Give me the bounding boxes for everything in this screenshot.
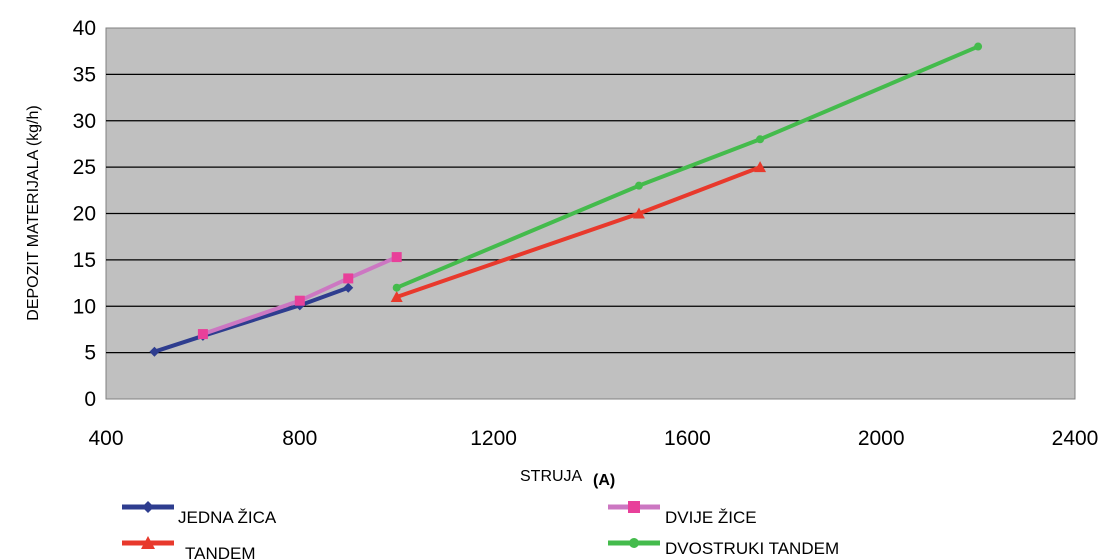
data-point (634, 181, 643, 190)
series-line (153, 285, 349, 354)
data-point (149, 346, 160, 357)
data-point (632, 207, 645, 219)
x-tick-labels: 400 800 1200 1600 2000 2400 (88, 427, 1098, 450)
y-tick-label: 40 (73, 17, 96, 40)
data-point (628, 501, 640, 513)
y-tick-label: 5 (84, 342, 96, 365)
x-tick-label: 1600 (664, 427, 711, 450)
y-tick-label: 0 (84, 388, 96, 411)
data-point (390, 290, 403, 302)
x-axis-unit: (A) (593, 472, 615, 489)
legend: JEDNA ŽICA DVIJE ŽICE TANDEM DVOSTRUKI TAND… (122, 501, 839, 559)
x-tick-label: 1200 (470, 427, 517, 450)
data-point (756, 135, 765, 144)
series-line (395, 44, 979, 290)
y-tick-label: 20 (73, 203, 96, 226)
y-tick-labels: 0 5 10 15 20 25 30 35 40 (73, 17, 96, 411)
data-point (392, 283, 401, 292)
data-point (343, 273, 354, 284)
data-point (294, 295, 305, 306)
series-line (202, 255, 398, 336)
series-group (149, 42, 983, 357)
data-point (197, 329, 208, 340)
legend-label: JEDNA ŽICA (178, 508, 277, 527)
x-tick-label: 400 (88, 427, 123, 450)
data-point (343, 282, 354, 293)
x-tick-label: 800 (282, 427, 317, 450)
data-point (142, 501, 154, 513)
y-axis-title: DEPOZIT MATERIJALA (kg/h) (25, 105, 42, 320)
x-axis-title: STRUJA (520, 468, 583, 485)
x-tick-label: 2000 (858, 427, 905, 450)
data-point (391, 252, 402, 263)
y-tick-label: 30 (73, 110, 96, 133)
data-point (974, 42, 983, 51)
data-point (629, 538, 639, 548)
y-tick-label: 35 (73, 63, 96, 86)
data-point (754, 161, 767, 173)
legend-label: DVOSTRUKI TANDEM (665, 539, 839, 558)
data-point (141, 536, 155, 549)
y-tick-label: 25 (73, 156, 96, 179)
legend-label: TANDEM (185, 544, 256, 559)
x-tick-label: 2400 (1052, 427, 1099, 450)
y-tick-label: 15 (73, 249, 96, 272)
y-tick-label: 10 (73, 295, 96, 318)
legend-label: DVIJE ŽICE (665, 508, 757, 527)
